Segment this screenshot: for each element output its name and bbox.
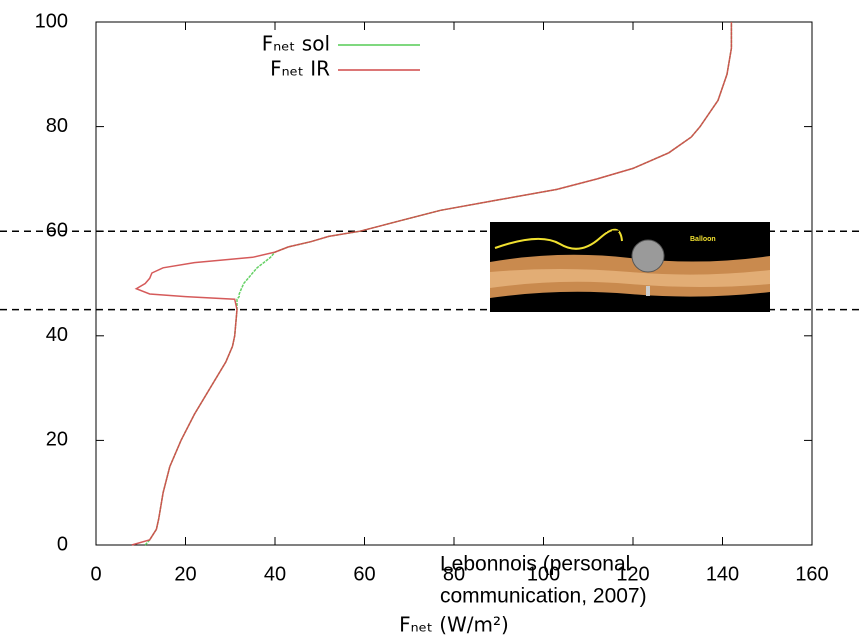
x-tick-label: 100	[527, 563, 560, 585]
x-tick-label: 60	[353, 563, 375, 585]
y-tick-label: 40	[46, 324, 68, 346]
x-tick-label: 20	[174, 563, 196, 585]
y-tick-label: 0	[57, 533, 68, 555]
x-axis-label: Fₙₑₜ (W/m²)	[399, 613, 509, 637]
y-tick-label: 20	[46, 429, 68, 451]
y-tick-label: 80	[46, 115, 68, 137]
y-tick-label: 100	[35, 10, 68, 32]
x-tick-label: 0	[90, 563, 101, 585]
legend-label: Fₙₑₜ IR	[270, 57, 330, 81]
x-tick-label: 80	[443, 563, 465, 585]
annotation: communication, 2007)	[440, 585, 647, 608]
inset-image	[490, 222, 770, 312]
y-tick-label: 60	[46, 219, 68, 241]
x-tick-label: 140	[706, 563, 739, 585]
inset-label: Balloon	[690, 236, 716, 243]
legend-label: Fₙₑₜ sol	[262, 32, 330, 56]
x-tick-label: 40	[264, 563, 286, 585]
x-tick-label: 160	[795, 563, 828, 585]
series-line	[131, 22, 733, 546]
annotation: Lebonnois (personal	[440, 553, 630, 576]
x-tick-label: 120	[616, 563, 649, 585]
